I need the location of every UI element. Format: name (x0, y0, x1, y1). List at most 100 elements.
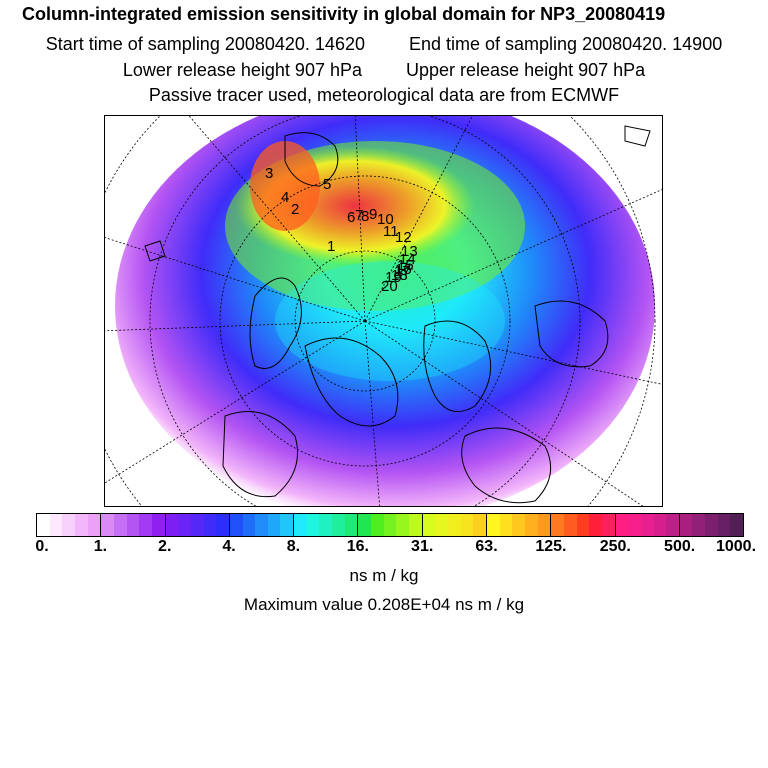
colorbar-swatch (267, 514, 281, 536)
traj-label-2: 2 (291, 201, 299, 218)
polar-projection-map: 1 2 3 4 5 6 7 8 9 10 11 12 13 14 15 16 1… (105, 116, 662, 506)
colorbar-units: ns m / kg (349, 566, 419, 585)
colorbar-swatch (640, 514, 654, 536)
traj-label-19: 19 (385, 269, 402, 286)
colorbar-swatch (448, 514, 461, 536)
traj-label-14: 14 (399, 251, 416, 268)
colorbar-swatch (139, 514, 152, 536)
traj-label-1: 1 (327, 238, 335, 255)
traj-label-6: 6 (347, 209, 355, 226)
colorbar-swatch (550, 514, 564, 536)
colorbar-swatch (190, 514, 204, 536)
colorbar-swatch (678, 514, 693, 536)
colorbar-swatch (216, 514, 229, 536)
traj-label-18: 18 (391, 267, 408, 284)
colorbar-swatch (62, 514, 75, 536)
colorbar-swatch (37, 514, 50, 536)
colorbar-swatch (319, 514, 333, 536)
colorbar-swatch (280, 514, 294, 536)
colorbar-swatch (614, 514, 629, 536)
graticule (105, 116, 662, 506)
coastlines (144, 125, 651, 504)
traj-label-15: 15 (397, 257, 414, 274)
sampling-time-row: Start time of sampling 20080420. 14620 E… (0, 34, 768, 55)
traj-label-11: 11 (383, 223, 399, 240)
lower-release-height: Lower release height 907 hPa (122, 60, 362, 80)
traj-label-4: 4 (281, 189, 289, 206)
traj-label-12: 12 (395, 229, 412, 246)
colorbar-swatch (499, 514, 513, 536)
sensitivity-field-cyan-band (275, 261, 505, 381)
emission-sensitivity-map: 1 2 3 4 5 6 7 8 9 10 11 12 13 14 15 16 1… (104, 115, 663, 507)
colorbar-swatch (228, 514, 243, 536)
colorbar-swatch (203, 514, 217, 536)
colorbar-swatch (730, 514, 744, 536)
colorbar-swatch (666, 514, 679, 536)
colorbar-tick-label: 2. (158, 538, 172, 555)
colorbar-tick-labels: 0. 1. 2. 4. 8. 16. 31. 63. 125. 250. 500. 1000. (0, 538, 768, 560)
colorbar-tick-label: 8. (286, 538, 301, 555)
traj-label-7: 7 (355, 207, 363, 224)
colorbar-swatch (692, 514, 706, 536)
colorbar-swatch (383, 514, 397, 536)
colorbar-swatch (396, 514, 410, 536)
colorbar-swatch (332, 514, 345, 536)
colorbar-swatch (113, 514, 127, 536)
traj-label-8: 8 (361, 208, 369, 225)
colorbar-swatch (371, 514, 384, 536)
colorbar-swatch (524, 514, 538, 536)
colorbar-swatch (74, 514, 88, 536)
colorbar-swatch (512, 514, 525, 536)
colorbar-swatch (460, 514, 474, 536)
colorbar-swatch (242, 514, 256, 536)
colorbar-swatch (589, 514, 602, 536)
colorbar-tick-label: 250. (599, 538, 631, 555)
sensitivity-field-hotspot-west (250, 141, 320, 231)
colorbar-swatch (49, 514, 63, 536)
colorbar-swatch (164, 514, 179, 536)
colorbar-swatch (344, 514, 358, 536)
colorbar-swatch (151, 514, 165, 536)
end-time: End time of sampling 20080420. 14900 (408, 34, 723, 54)
upper-release-height: Upper release height 907 hPa (406, 60, 646, 80)
colorbar-tick-label: 500. (664, 538, 696, 555)
tracer-note: Passive tracer used, meteorological data… (148, 85, 620, 105)
traj-label-5: 5 (323, 176, 331, 193)
colorbar-swatch (100, 514, 114, 536)
traj-label-3: 3 (265, 165, 273, 182)
map-title: Column-integrated emission sensitivity i… (22, 4, 666, 24)
colorbar-tick-label: 16. (346, 538, 369, 555)
colorbar-swatch (563, 514, 577, 536)
colorbar-swatch (628, 514, 641, 536)
colorbar-tick-label: 31. (411, 538, 434, 555)
colorbar-swatch (293, 514, 307, 536)
colorbar-tick-label: 0. (35, 538, 49, 555)
colorbar-swatch (653, 514, 667, 536)
colorbar-swatch (473, 514, 486, 536)
colorbar-swatch (306, 514, 320, 536)
colorbar-swatch (601, 514, 615, 536)
colorbar-swatch (576, 514, 590, 536)
colorbar-swatch (435, 514, 448, 536)
colorbar-tick-label: 1. (93, 538, 108, 555)
colorbar-swatch (409, 514, 422, 536)
traj-label-10: 10 (377, 211, 394, 228)
colorbar-swatch (178, 514, 191, 536)
traj-label-20: 20 (381, 278, 398, 295)
colorbar-swatch (717, 514, 731, 536)
traj-label-13: 13 (401, 243, 418, 260)
start-time: Start time of sampling 20080420. 14620 (45, 34, 365, 54)
release-height-row: Lower release height 907 hPa Upper relea… (0, 60, 768, 81)
colorbar-swatch (87, 514, 101, 536)
colorbar-tick-label: 4. (222, 538, 236, 555)
colorbar-swatch (357, 514, 372, 536)
colorbar-swatch (126, 514, 140, 536)
colorbar (36, 513, 744, 537)
colorbar-swatch (421, 514, 436, 536)
colorbar-swatch (255, 514, 268, 536)
colorbar-tick-label: 125. (535, 538, 567, 555)
traj-label-17: 17 (394, 263, 411, 280)
maximum-value: Maximum value 0.208E+04 ns m / kg (243, 595, 525, 614)
traj-label-9: 9 (369, 206, 377, 223)
colorbar-tick-label: 63. (475, 538, 498, 555)
